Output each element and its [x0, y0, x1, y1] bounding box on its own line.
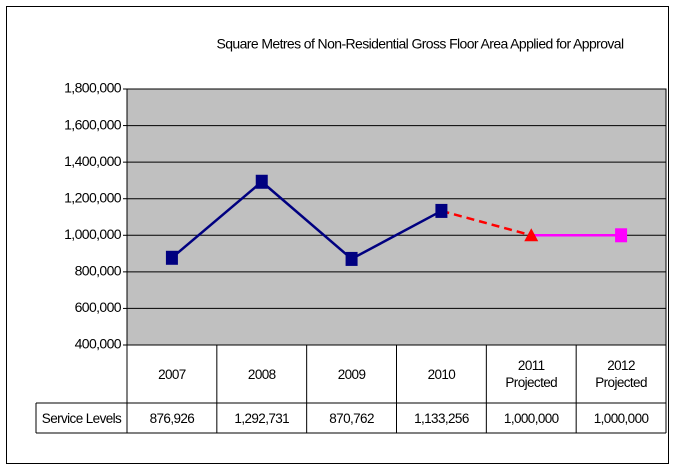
chart-title: Square Metres of Non-Residential Gross F…: [216, 36, 623, 52]
value-label: 1,000,000: [486, 403, 576, 433]
x-tick-label-text: 2012 Projected: [595, 358, 647, 390]
y-tick-label: 600,000: [75, 299, 122, 315]
value-label: 1,292,731: [217, 403, 307, 433]
value-label-text: 1,292,731: [234, 410, 290, 426]
x-tick-label: 2011 Projected: [486, 345, 576, 403]
line-segment: [171, 180, 263, 259]
marker: [345, 251, 358, 266]
x-tick-label-text: 2008: [247, 366, 276, 382]
value-label: 870,762: [307, 403, 397, 433]
value-label-text: 876,926: [149, 410, 195, 426]
line-segment: [441, 209, 532, 237]
x-tick-label: 2012 Projected: [576, 345, 666, 403]
y-tick-label: 1,200,000: [64, 189, 122, 205]
y-tick-label: 1,400,000: [64, 153, 122, 169]
marker: [524, 228, 539, 242]
x-tick-label: 2007: [127, 345, 217, 403]
marker: [435, 203, 448, 218]
marker: [165, 250, 178, 265]
x-tick-label-text: 2009: [337, 366, 366, 382]
x-tick-label-text: 2007: [158, 366, 186, 382]
value-label-text: 1,000,000: [503, 410, 559, 426]
x-tick-label: 2010: [397, 345, 487, 403]
x-tick-label-text: 2010: [427, 366, 456, 382]
value-label: 1,000,000: [576, 403, 666, 433]
plot-area: [126, 88, 667, 346]
y-tick-label: 800,000: [75, 263, 122, 279]
line-segment: [350, 209, 443, 261]
x-tick-label-text: 2011 Projected: [505, 358, 558, 390]
value-label-text: 870,762: [329, 410, 374, 426]
marker: [255, 174, 268, 189]
y-tick-label: 1,600,000: [64, 116, 122, 132]
value-label: 876,926: [127, 403, 217, 433]
x-tick-label: 2009: [307, 345, 397, 403]
y-tick-label: 1,800,000: [64, 80, 122, 96]
marker: [615, 228, 628, 243]
series-name-text: Service Levels: [41, 410, 122, 426]
y-tick-label: 400,000: [75, 336, 122, 352]
value-label: 1,133,256: [397, 403, 487, 433]
y-tick-label: 1,000,000: [64, 226, 122, 242]
value-label-text: 1,133,256: [414, 410, 469, 426]
line-segment: [260, 180, 353, 260]
series-name: Service Levels: [36, 403, 127, 433]
x-tick-label: 2008: [217, 345, 307, 403]
value-label-text: 1,000,000: [593, 410, 649, 426]
